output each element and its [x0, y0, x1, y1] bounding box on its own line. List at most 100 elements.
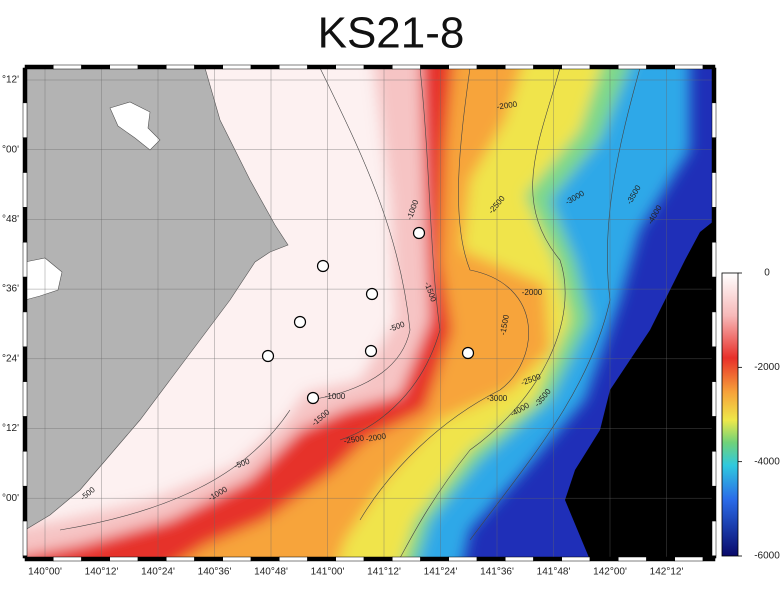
frame-segment [711, 555, 717, 559]
frame-segment [53, 64, 82, 70]
frame-segment [22, 416, 28, 452]
frame-segment [363, 64, 393, 70]
longitude-label: 140°24' [141, 567, 175, 578]
frame-segment [22, 137, 28, 173]
station [316, 259, 330, 273]
latitude-label: °48' [2, 214, 19, 225]
frame-segment [109, 556, 139, 562]
stations [261, 226, 475, 405]
frame-segment [646, 64, 675, 70]
frame-segment [22, 381, 28, 417]
latitude-label: °00' [2, 144, 19, 155]
frame-segment [711, 242, 717, 278]
latitude-label: °12' [2, 423, 19, 434]
frame-segment [448, 64, 478, 70]
frame-segment [363, 556, 393, 562]
frame-segment [392, 556, 421, 562]
longitude-label: 140°00' [28, 567, 62, 578]
frame-segment [711, 137, 717, 173]
latitude-label: °24' [2, 353, 19, 364]
longitude-label: 141°00' [311, 567, 345, 578]
contour-label: -1500 [498, 314, 511, 336]
frame-segment [24, 64, 54, 70]
longitude-label: 142°12' [650, 567, 684, 578]
frame-segment [711, 311, 717, 348]
frame-segment [137, 64, 167, 70]
longitude-label: 140°36' [198, 567, 232, 578]
frame-segment [109, 64, 139, 70]
frame-segment [166, 556, 195, 562]
frame-segment [674, 556, 704, 562]
frame-segment [222, 556, 252, 562]
contour-label: -2500 [343, 433, 365, 446]
frame-segment [250, 556, 280, 562]
frame-segment [279, 556, 308, 562]
frame-segment [561, 556, 591, 562]
frame-segment [22, 102, 28, 138]
frame-segment [505, 556, 534, 562]
colorbar-label: 0 [764, 268, 770, 279]
frame-segment [307, 64, 336, 70]
frame-segment [24, 556, 54, 562]
bathymetry [25, 68, 715, 558]
frame-segment [81, 64, 110, 70]
frame-segment [646, 556, 675, 562]
frame-segment [22, 276, 28, 313]
frame-segment [335, 556, 365, 562]
longitude-label: 141°36' [480, 567, 514, 578]
frame-segment [711, 207, 717, 243]
frame-segment [22, 485, 28, 522]
frame-segment [711, 416, 717, 452]
frame-segment [589, 64, 619, 70]
latitude-label: °12' [2, 75, 19, 86]
longitude-label: 140°12' [85, 567, 119, 578]
station [461, 346, 475, 360]
colorbar-label: -2000 [754, 362, 780, 373]
station [293, 315, 307, 329]
latitude-label: °00' [2, 493, 19, 504]
colorbar-label: -4000 [754, 456, 780, 467]
frame-segment [711, 381, 717, 417]
frame-segment [22, 67, 28, 104]
frame-segment [22, 172, 28, 208]
frame-segment [561, 64, 591, 70]
longitude-label: 142°00' [593, 567, 627, 578]
frame-segment [702, 556, 716, 562]
frame-segment [420, 556, 449, 562]
longitude-label: 141°48' [537, 567, 571, 578]
frame-segment [618, 64, 647, 70]
frame-segment [711, 172, 717, 208]
frame-segment [711, 102, 717, 138]
frame-segment [618, 556, 647, 562]
frame-segment [194, 556, 223, 562]
frame-segment [53, 556, 82, 562]
colorbar-label: -6000 [754, 551, 780, 562]
station [364, 344, 378, 358]
frame-segment [711, 276, 717, 313]
frame-segment [22, 555, 28, 559]
frame-segment [505, 64, 534, 70]
frame-segment [22, 311, 28, 348]
longitude-label: 140°48' [254, 567, 288, 578]
frame-segment [448, 556, 478, 562]
longitude-label: 141°12' [367, 567, 401, 578]
frame-segment [711, 451, 717, 487]
frame-segment [711, 67, 717, 104]
frame-segment [711, 346, 717, 382]
colorbar [721, 272, 739, 557]
station [412, 226, 426, 240]
frame-segment [674, 64, 704, 70]
contour-label: -2000 [365, 431, 387, 444]
frame-segment [476, 64, 506, 70]
frame-segment [711, 520, 717, 557]
latitude-label: °36' [2, 284, 19, 295]
frame-segment [307, 556, 336, 562]
frame-segment [166, 64, 195, 70]
frame-segment [250, 64, 280, 70]
station [306, 391, 320, 405]
contour-label: -3000 [487, 394, 508, 403]
title: KS21-8 [318, 9, 465, 58]
frame-segment [533, 556, 562, 562]
frame-segment [22, 242, 28, 278]
